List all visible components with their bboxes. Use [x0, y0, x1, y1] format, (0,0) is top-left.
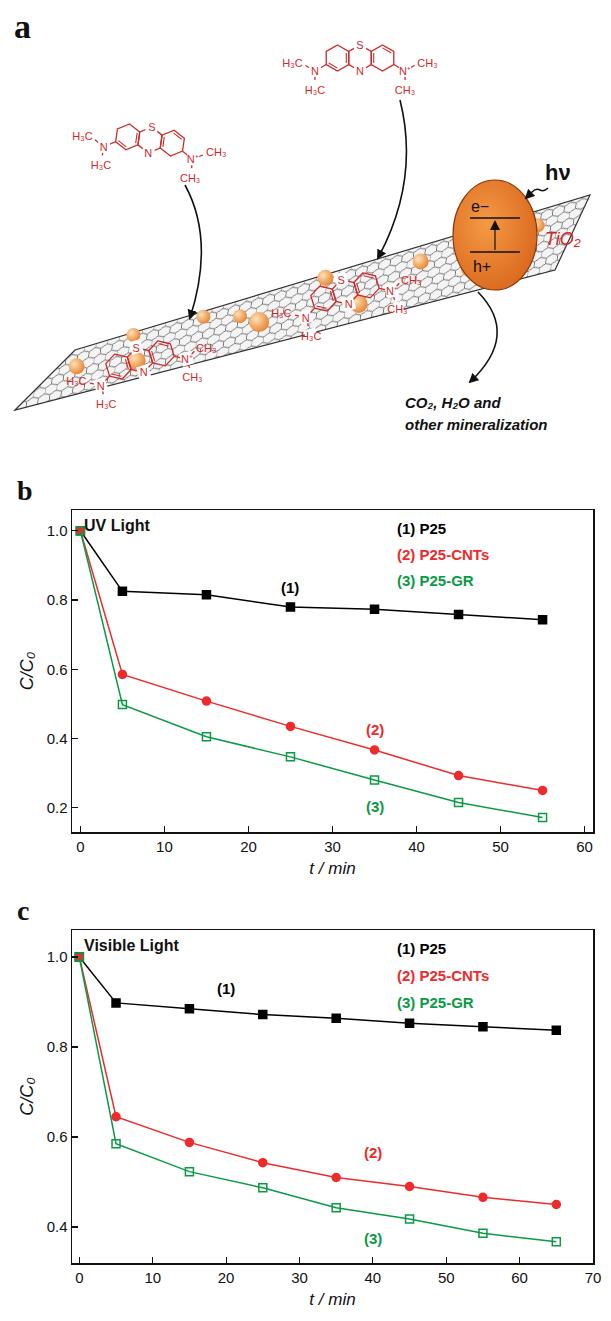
svg-text:CH₃: CH₃ — [206, 146, 226, 158]
svg-text:(1) P25: (1) P25 — [397, 940, 446, 957]
svg-text:0.8: 0.8 — [47, 591, 68, 608]
svg-text:70: 70 — [585, 1269, 602, 1286]
svg-text:CH₃: CH₃ — [180, 172, 200, 184]
svg-text:20: 20 — [218, 1269, 235, 1286]
svg-text:N⁺: N⁺ — [187, 153, 199, 165]
svg-text:N: N — [100, 141, 108, 153]
svg-text:H₃C: H₃C — [271, 307, 291, 319]
svg-text:c: c — [17, 895, 29, 926]
svg-text:(2): (2) — [366, 721, 384, 738]
svg-text:(2) P25-CNTs: (2) P25-CNTs — [397, 967, 489, 984]
svg-text:(3): (3) — [366, 798, 384, 815]
svg-text:S: S — [338, 274, 345, 286]
svg-text:Visible Light: Visible Light — [84, 937, 180, 954]
svg-text:30: 30 — [291, 1269, 308, 1286]
svg-text:CH₃: CH₃ — [387, 303, 407, 315]
svg-text:CH₃: CH₃ — [395, 84, 415, 96]
svg-text:b: b — [17, 475, 33, 506]
svg-text:CH₃: CH₃ — [182, 371, 202, 383]
svg-text:(3) P25-GR: (3) P25-GR — [397, 994, 474, 1011]
svg-text:N: N — [140, 366, 148, 378]
svg-text:N: N — [345, 298, 353, 310]
svg-text:N: N — [144, 147, 152, 159]
svg-text:CO₂, H₂O and: CO₂, H₂O and — [405, 394, 501, 411]
svg-text:CH₃: CH₃ — [401, 274, 421, 286]
svg-text:S: S — [133, 342, 140, 354]
svg-text:h+: h+ — [473, 258, 491, 275]
svg-text:N: N — [302, 312, 310, 324]
svg-text:10: 10 — [144, 1269, 161, 1286]
svg-text:0: 0 — [75, 1269, 83, 1286]
svg-text:H₃C: H₃C — [282, 57, 302, 69]
svg-text:(2) P25-CNTs: (2) P25-CNTs — [397, 546, 489, 563]
svg-text:0: 0 — [76, 838, 84, 855]
svg-text:CH₃: CH₃ — [417, 57, 437, 69]
svg-text:UV Light: UV Light — [84, 517, 150, 534]
svg-text:0.4: 0.4 — [47, 1218, 68, 1235]
svg-text:(3): (3) — [364, 1230, 382, 1247]
svg-text:t / min: t / min — [309, 859, 355, 878]
svg-text:H₃C: H₃C — [72, 130, 92, 142]
svg-text:1.0: 1.0 — [47, 948, 68, 965]
svg-text:0.4: 0.4 — [47, 730, 68, 747]
svg-text:N: N — [356, 65, 364, 77]
svg-text:40: 40 — [408, 838, 425, 855]
svg-text:N⁺: N⁺ — [181, 353, 193, 365]
svg-text:N⁺: N⁺ — [386, 285, 398, 297]
svg-text:0.6: 0.6 — [47, 1128, 68, 1145]
svg-text:20: 20 — [240, 838, 257, 855]
svg-text:(2): (2) — [364, 1144, 382, 1161]
svg-text:N: N — [97, 380, 105, 392]
svg-text:H₃C: H₃C — [96, 398, 116, 410]
svg-text:CH₃: CH₃ — [196, 342, 216, 354]
svg-text:H₃C: H₃C — [301, 330, 321, 342]
svg-text:other mineralization: other mineralization — [405, 416, 548, 433]
svg-text:S: S — [356, 39, 363, 51]
svg-text:50: 50 — [438, 1269, 455, 1286]
svg-text:t / min: t / min — [309, 1290, 355, 1309]
svg-text:50: 50 — [492, 838, 509, 855]
svg-text:H₃C: H₃C — [91, 159, 111, 171]
svg-text:60: 60 — [511, 1269, 528, 1286]
svg-text:TiO₂: TiO₂ — [545, 229, 581, 249]
svg-text:(1): (1) — [217, 980, 235, 997]
svg-text:60: 60 — [576, 838, 593, 855]
svg-text:40: 40 — [365, 1269, 382, 1286]
svg-text:H₃C: H₃C — [66, 375, 86, 387]
svg-text:C/C₀: C/C₀ — [17, 1077, 37, 1116]
svg-text:(3) P25-GR: (3) P25-GR — [397, 572, 474, 589]
svg-text:0.2: 0.2 — [47, 799, 68, 816]
svg-text:N: N — [311, 65, 319, 77]
svg-text:H₃C: H₃C — [305, 84, 325, 96]
svg-text:a: a — [14, 8, 31, 45]
svg-text:N⁺: N⁺ — [399, 65, 411, 77]
svg-text:0.6: 0.6 — [47, 661, 68, 678]
svg-text:(1): (1) — [281, 579, 299, 596]
svg-text:0.8: 0.8 — [47, 1038, 68, 1055]
svg-text:S: S — [148, 121, 155, 133]
svg-text:(1) P25: (1) P25 — [397, 520, 446, 537]
svg-text:C/C₀: C/C₀ — [17, 651, 37, 690]
svg-text:e−: e− — [471, 198, 489, 215]
svg-text:hν: hν — [545, 160, 571, 185]
svg-text:30: 30 — [324, 838, 341, 855]
svg-text:10: 10 — [156, 838, 173, 855]
svg-text:1.0: 1.0 — [47, 522, 68, 539]
